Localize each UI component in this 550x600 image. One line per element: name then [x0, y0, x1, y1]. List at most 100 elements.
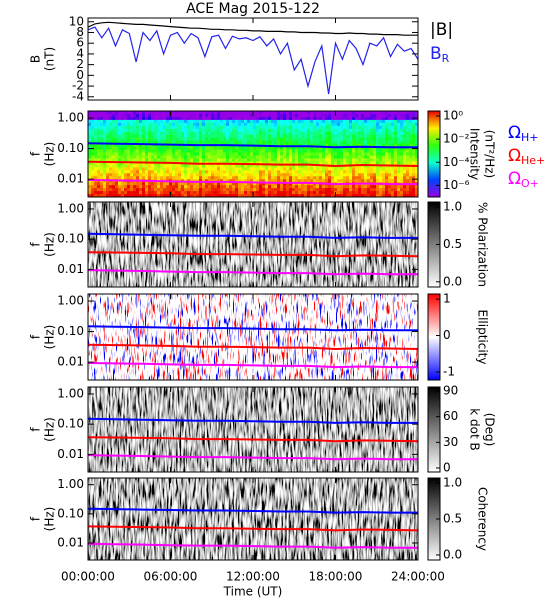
spectrogram-cell — [274, 152, 278, 156]
spectrogram-cell — [379, 125, 383, 130]
spectrogram-cell — [325, 194, 329, 198]
colorbar-label: Intensity — [468, 128, 482, 180]
spectrogram-cell — [241, 152, 245, 156]
spectrogram-cell — [187, 128, 191, 133]
spectrogram-cell — [196, 116, 200, 121]
spectrogram-cell — [325, 170, 329, 174]
spectrogram-cell — [250, 188, 254, 192]
spectrogram-cell — [337, 134, 341, 139]
spectrogram-cell — [364, 176, 368, 180]
spectrogram-cell — [151, 167, 155, 171]
spectrogram-cell — [319, 170, 323, 174]
spectrogram-cell — [379, 152, 383, 156]
spectrogram-cell — [151, 128, 155, 133]
spectrogram-cell — [247, 167, 251, 171]
spectrogram-cell — [97, 134, 101, 139]
spectrogram-cell — [148, 122, 152, 127]
spectrogram-cell — [274, 134, 278, 139]
spectrogram-cell — [121, 176, 125, 180]
spectrogram-cell — [265, 179, 269, 183]
colorbar-label: (Deg) — [483, 413, 497, 447]
spectrogram-cell — [322, 152, 326, 156]
spectrogram-cell — [157, 173, 161, 177]
gyrofrequency-line — [88, 436, 418, 443]
spectrogram-cell — [346, 188, 350, 192]
spectrogram-cell — [214, 188, 218, 192]
spectrogram-cell — [109, 116, 113, 121]
spectrogram-cell — [319, 194, 323, 198]
spectrogram-cell — [316, 170, 320, 174]
spectrogram-cell — [151, 137, 155, 142]
spectrogram-cell — [409, 143, 413, 147]
spectrogram-cell — [283, 137, 287, 142]
spectrogram-cell — [112, 119, 116, 124]
spectrogram-cell — [319, 149, 323, 153]
spectrogram-cell — [142, 143, 146, 147]
spectrogram-cell — [163, 134, 167, 139]
spectrogram-cell — [265, 191, 269, 195]
spectrogram-cell — [235, 188, 239, 192]
spectrogram-cell — [343, 131, 347, 136]
spectrogram-cell — [316, 113, 320, 118]
spectrogram-cell — [274, 191, 278, 195]
spectrogram-cell — [340, 146, 344, 150]
spectrogram-cell — [283, 158, 287, 162]
spectrogram-cell — [247, 137, 251, 142]
spectrogram-cell — [412, 134, 416, 139]
spectrogram-cell — [166, 158, 170, 162]
spectrogram-cell — [94, 191, 98, 195]
spectrogram-cell — [265, 155, 269, 159]
spectrogram-cell — [346, 140, 350, 145]
spectrogram-cell — [364, 155, 368, 159]
spectrogram-cell — [193, 152, 197, 156]
spectrogram-cell — [364, 194, 368, 198]
spectrogram-cell — [175, 194, 179, 198]
spectrogram-cell — [247, 188, 251, 192]
spectrogram-cell — [412, 122, 416, 127]
spectrogram-cell — [406, 131, 410, 136]
spectrogram-cell — [229, 111, 233, 115]
colorbar-tick-label: 0 — [443, 460, 451, 474]
spectrogram-cell — [262, 164, 266, 168]
spectrogram-cell — [178, 191, 182, 195]
spectrogram-cell — [187, 149, 191, 153]
spectrogram-cell — [409, 152, 413, 156]
spectrogram-cell — [322, 143, 326, 147]
spectrogram-cell — [235, 170, 239, 174]
spectrogram-cell — [145, 194, 149, 198]
spectrogram-cell — [280, 146, 284, 150]
spectrogram-cell — [304, 122, 308, 127]
spectrogram-cell — [115, 164, 119, 168]
spectrogram-cell — [376, 149, 380, 153]
spectrogram-cell — [205, 170, 209, 174]
spectrogram-cell — [289, 185, 293, 189]
spectrogram-cell — [115, 158, 119, 162]
spectrogram-cell — [97, 185, 101, 189]
spectrogram-cell — [355, 176, 359, 180]
spectrogram-cell — [304, 185, 308, 189]
spectrogram-cell — [214, 194, 218, 198]
spectrogram-cell — [244, 116, 248, 121]
spectrogram-cell — [331, 173, 335, 177]
spectrogram-cell — [202, 116, 206, 121]
spectrogram-cell — [217, 137, 221, 142]
spectrogram-cell — [349, 161, 353, 165]
spectrogram-cell — [94, 170, 98, 174]
spectrogram-cell — [208, 176, 212, 180]
spectrogram-cell — [235, 137, 239, 142]
spectrogram-cell — [331, 125, 335, 130]
spectrogram-cell — [121, 128, 125, 133]
spectrogram-cell — [94, 164, 98, 168]
spectrogram-cell — [370, 116, 374, 121]
spectrogram-cell — [211, 182, 215, 186]
spectrogram-cell — [400, 122, 404, 127]
spectrogram-cell — [268, 194, 272, 198]
spectrogram-cell — [283, 125, 287, 130]
spectrogram-cell — [301, 161, 305, 165]
spectrogram-cell — [142, 170, 146, 174]
spectrogram-cell — [244, 149, 248, 153]
spectrogram-cell — [97, 125, 101, 130]
spectrogram-cell — [100, 161, 104, 165]
spectrogram-cell — [190, 146, 194, 150]
